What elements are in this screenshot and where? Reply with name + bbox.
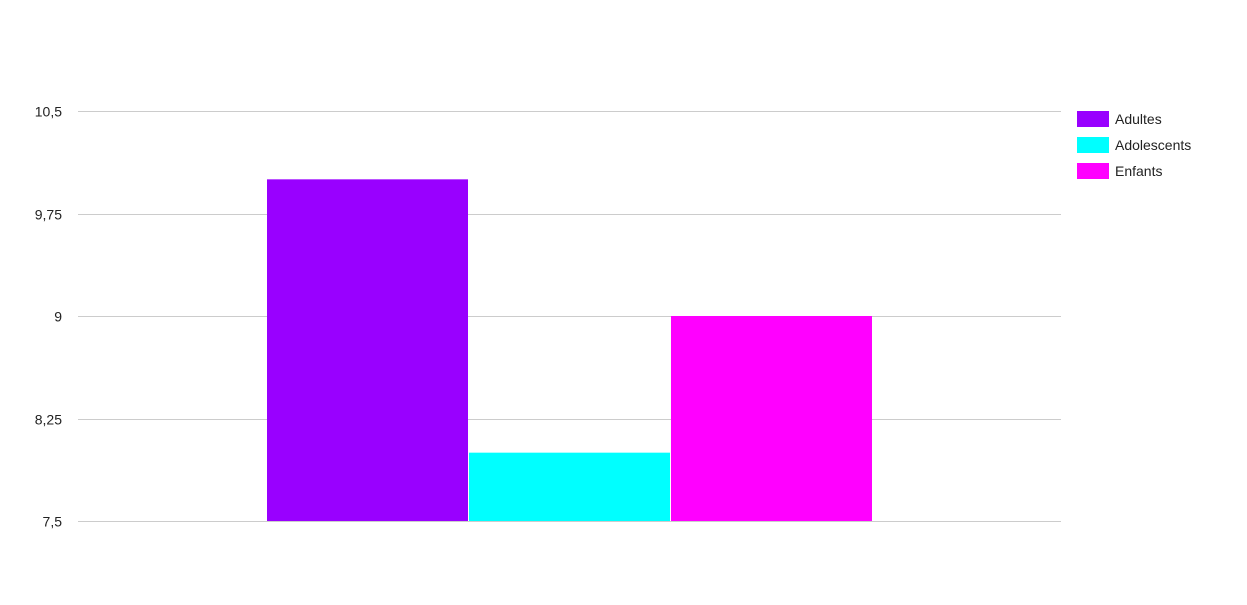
y-axis-tick-labels: 7,5 8,25 9 9,75 10,5	[35, 104, 62, 530]
legend-swatch	[1077, 137, 1109, 153]
bar-enfants	[671, 316, 872, 521]
legend-item-enfants: Enfants	[1077, 163, 1162, 179]
legend-swatch	[1077, 163, 1109, 179]
legend-label: Adolescents	[1115, 137, 1191, 153]
legend-swatch	[1077, 111, 1109, 127]
bar-adultes	[267, 179, 468, 522]
y-tick-label: 8,25	[35, 412, 62, 428]
legend-item-adultes: Adultes	[1077, 111, 1162, 127]
y-tick-label: 9	[54, 309, 62, 325]
legend-label: Enfants	[1115, 163, 1162, 179]
y-tick-label: 7,5	[43, 514, 63, 530]
legend-item-adolescents: Adolescents	[1077, 137, 1191, 153]
legend-label: Adultes	[1115, 111, 1162, 127]
y-tick-label: 10,5	[35, 104, 62, 120]
bars	[267, 179, 872, 522]
gridlines	[78, 111, 1061, 522]
legend: Adultes Adolescents Enfants	[1077, 111, 1191, 179]
bar-adolescents	[469, 452, 670, 521]
y-tick-label: 9,75	[35, 207, 62, 223]
